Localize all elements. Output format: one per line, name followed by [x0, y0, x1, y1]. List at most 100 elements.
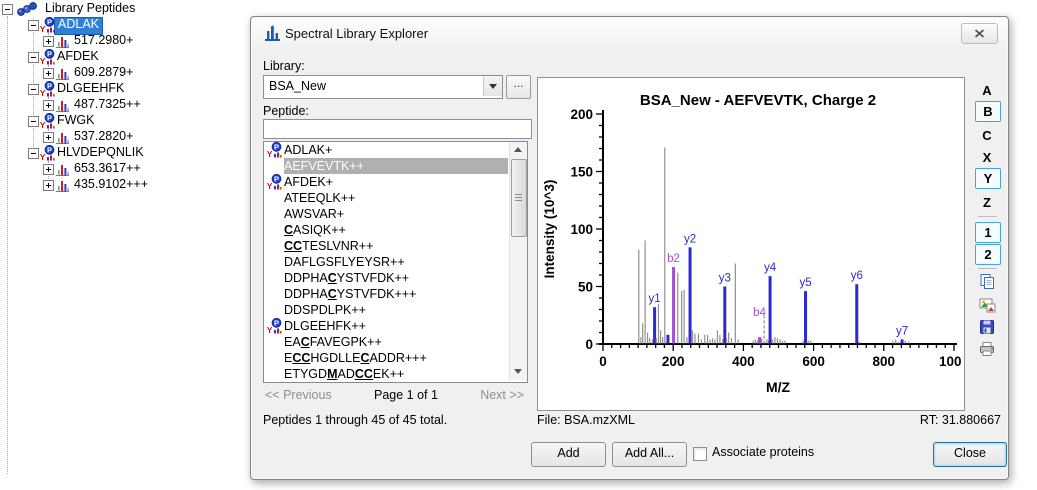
ion-type-button-c[interactable]: C: [982, 128, 992, 143]
svg-text:P: P: [274, 319, 279, 328]
peptide-list-item[interactable]: CCTESLVNR++: [264, 238, 508, 254]
save-button[interactable]: [979, 319, 997, 337]
peptide-list-item[interactable]: AEFVEVTK++: [264, 158, 508, 174]
ion-type-button-2[interactable]: 2: [975, 244, 1001, 265]
precursor-icon: [55, 177, 70, 197]
svg-text:Y: Y: [40, 120, 46, 129]
scrollbar-thumb[interactable]: [511, 159, 527, 237]
svg-text:P: P: [47, 18, 52, 27]
collapse-icon[interactable]: [28, 116, 39, 127]
peptide-list-item[interactable]: P Y DLGEEHFK++: [264, 317, 508, 335]
spectrum-chart: BSA_New - AEFVEVTK, Charge 2 Intensity (1…: [542, 92, 969, 395]
svg-text:b4: b4: [753, 307, 766, 319]
peptide-icon: P Y: [39, 16, 55, 37]
peptide-list-icon: [16, 1, 40, 21]
chevron-down-icon[interactable]: [483, 76, 502, 96]
collapse-icon[interactable]: [2, 4, 13, 15]
expand-icon[interactable]: [43, 164, 54, 175]
peptide-list-item[interactable]: CASIQK++: [264, 222, 508, 238]
toolbar-separator: [978, 268, 997, 269]
peptide-list-item[interactable]: P Y AFDEK+: [264, 173, 508, 191]
peptide-sequence: DAFLGSFLYEYSR++: [284, 255, 405, 269]
peptide-filter-input[interactable]: [263, 119, 532, 139]
scroll-down-icon[interactable]: [514, 369, 522, 374]
svg-text:Y: Y: [40, 152, 46, 161]
copy-button[interactable]: [979, 273, 997, 291]
tree-node-label: Library Peptides: [45, 1, 136, 15]
dialog-titlebar[interactable]: Spectral Library Explorer: [252, 18, 1007, 47]
tree-node-label: DLGEEHFK: [57, 81, 125, 95]
collapse-icon[interactable]: [28, 84, 39, 95]
close-button[interactable]: Close: [933, 442, 1007, 467]
expand-icon[interactable]: [43, 132, 54, 143]
close-window-button[interactable]: [961, 23, 998, 44]
add-all-button[interactable]: Add All...: [612, 442, 687, 467]
svg-text:BSA_New - AEFVEVTK, Charge 2: BSA_New - AEFVEVTK, Charge 2: [640, 92, 876, 109]
peptide-sequence: ETYGDMADCCEK++: [284, 367, 405, 381]
expand-icon[interactable]: [43, 36, 54, 47]
svg-text:y3: y3: [719, 273, 731, 285]
svg-text:Y: Y: [267, 181, 273, 190]
peptide-listbox[interactable]: P Y ADLAK+ AEFVEVTK++ P Y AFDEK+ ATEEQLK++…: [263, 141, 528, 383]
library-peptides-tree[interactable]: Library Peptides P Y ADLAK 517.2980+ P Y…: [0, 0, 250, 490]
peptide-sequence: AFDEK+: [284, 175, 333, 189]
ion-type-button-z[interactable]: Z: [983, 195, 991, 210]
ion-type-button-1[interactable]: 1: [975, 222, 1001, 243]
expand-icon[interactable]: [43, 180, 54, 191]
svg-text:P: P: [47, 114, 52, 123]
peptide-icon: P Y: [39, 144, 55, 165]
peptide-list-item[interactable]: P Y ADLAK+: [264, 142, 508, 159]
library-browse-button[interactable]: ...: [506, 75, 531, 99]
peptide-list-item[interactable]: ECCHGDLLECADDR+++: [264, 350, 508, 366]
svg-text:Y: Y: [40, 56, 46, 65]
svg-text:Y: Y: [40, 24, 46, 33]
collapse-icon[interactable]: [28, 148, 39, 159]
library-dropdown[interactable]: BSA_New: [263, 75, 503, 99]
add-button[interactable]: Add: [531, 442, 606, 467]
peptide-list-item[interactable]: AWSVAR+: [264, 206, 508, 222]
peptide-list-item[interactable]: DAFLGSFLYEYSR++: [264, 254, 508, 270]
peptide-icon: P Y: [39, 112, 55, 133]
print-button[interactable]: [979, 341, 997, 359]
copy-icon: [979, 274, 996, 294]
peptide-list-item[interactable]: EACFAVEGPK++: [264, 334, 508, 350]
pagination: << Previous Page 1 of 1 Next >>: [265, 388, 524, 402]
ion-type-button-b[interactable]: B: [975, 101, 1001, 122]
peptide-sequence: ADLAK+: [284, 143, 333, 157]
dialog-title: Spectral Library Explorer: [285, 26, 429, 41]
collapse-icon[interactable]: [28, 20, 39, 31]
svg-text:200: 200: [662, 354, 685, 369]
tree-node-label: 609.2879+: [74, 65, 134, 79]
peptide-list-item[interactable]: DDPHACYSTVFDK+++: [264, 286, 508, 302]
listbox-scrollbar[interactable]: [509, 142, 527, 380]
peptide-list-item[interactable]: DDSPDLPK++: [264, 302, 508, 318]
peptide-sequence: AWSVAR+: [284, 207, 345, 221]
previous-page-link[interactable]: << Previous: [265, 388, 332, 402]
svg-text:Y: Y: [267, 149, 273, 158]
precursor-icon: [55, 33, 70, 53]
expand-icon[interactable]: [43, 100, 54, 111]
copy-image-button[interactable]: [979, 297, 997, 315]
svg-text:y6: y6: [851, 270, 863, 282]
svg-text:100: 100: [570, 222, 593, 237]
peptide-icon: P Y: [39, 48, 55, 69]
collapse-icon[interactable]: [28, 52, 39, 63]
spectral-library-icon: [264, 25, 281, 47]
peptide-sequence: DDSPDLPK++: [284, 303, 366, 317]
svg-text:y7: y7: [896, 325, 908, 337]
copy-image-icon: [979, 298, 996, 318]
peptide-icon: P Y: [39, 80, 55, 101]
expand-icon[interactable]: [43, 68, 54, 79]
ion-type-button-a[interactable]: A: [982, 83, 992, 98]
peptide-icon: P Y: [266, 142, 282, 162]
ion-type-button-x[interactable]: X: [982, 150, 992, 165]
next-page-link[interactable]: Next >>: [480, 388, 524, 402]
associate-proteins-checkbox[interactable]: [693, 447, 707, 461]
tree-node-label: 537.2820+: [74, 129, 134, 143]
ion-type-button-y[interactable]: Y: [975, 168, 1001, 189]
peptide-list-item[interactable]: ETYGDMADCCEK++: [264, 366, 508, 382]
peptide-list-item[interactable]: DDPHACYSTVFDK++: [264, 270, 508, 286]
scroll-up-icon[interactable]: [514, 147, 522, 152]
tree-connector: [7, 16, 9, 474]
peptide-list-item[interactable]: ATEEQLK++: [264, 190, 508, 206]
